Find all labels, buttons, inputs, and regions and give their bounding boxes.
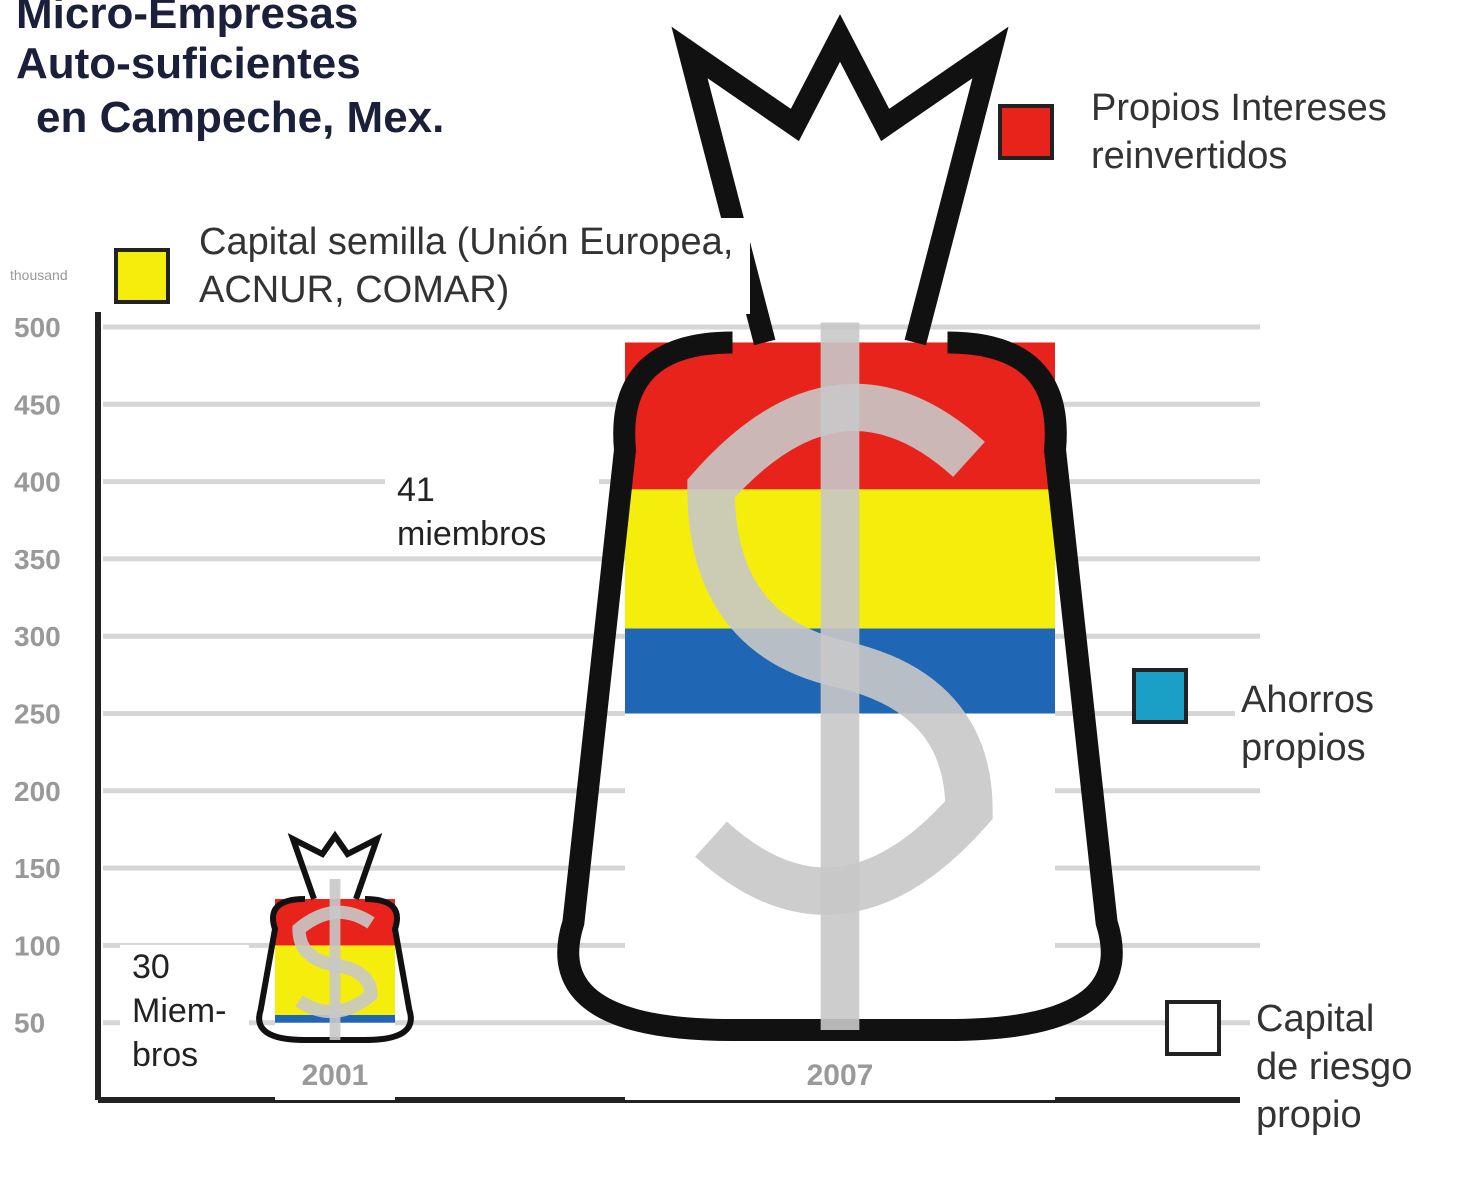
legend-label: Capital de riesgo propio: [1250, 995, 1432, 1139]
title-line: Auto-suficientes: [16, 39, 361, 88]
legend-label: Propios Intereses reinvertidos: [1085, 84, 1470, 180]
dollar-s: [292, 905, 378, 1019]
y-tick-label: 400: [14, 467, 61, 498]
annotation: 41 miembros: [385, 468, 599, 556]
y-tick-label: 200: [14, 776, 61, 807]
y-tick-label: 50: [14, 1008, 45, 1039]
x-tick-label: 2001: [302, 1059, 369, 1092]
legend-swatch: [1165, 1000, 1221, 1056]
annotation: 30 Miem-bros: [120, 945, 249, 1077]
y-tick-label: 350: [14, 544, 61, 575]
legend-label: Capital semilla (Unión Europea, ACNUR, C…: [193, 218, 750, 314]
y-tick-label: 500: [14, 312, 61, 343]
x-tick-label: 2007: [807, 1059, 874, 1092]
legend-label: Ahorros propios: [1235, 676, 1447, 772]
title-line: Micro-Empresas: [16, 0, 359, 38]
legend-swatch: [998, 104, 1054, 160]
y-tick-label: 300: [14, 621, 61, 652]
y-tick-label: 100: [14, 930, 61, 961]
title-line: en Campeche, Mex.: [36, 93, 445, 142]
dollar-s: [687, 383, 993, 915]
bag-knot: [287, 830, 383, 901]
y-tick-label: 450: [14, 389, 61, 420]
legend-swatch: [1132, 668, 1188, 724]
legend-swatch: [114, 248, 170, 304]
y-tick-label: 150: [14, 853, 61, 884]
bag-knot: [671, 14, 1009, 346]
y-tick-label: 250: [14, 699, 61, 730]
y-axis-label: thousand: [10, 267, 68, 283]
